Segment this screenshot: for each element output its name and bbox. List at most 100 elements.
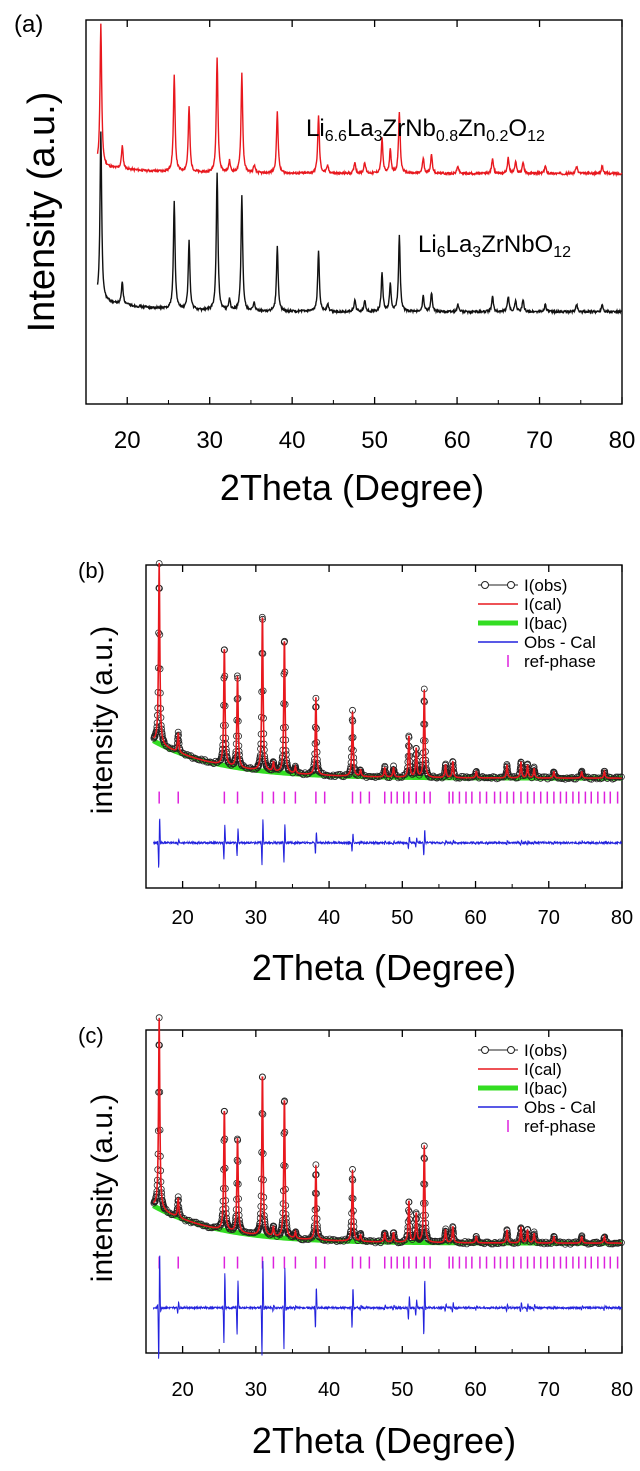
- x-tick-label: 70: [526, 427, 553, 454]
- obs-point: [479, 773, 486, 780]
- obs-point: [612, 773, 620, 781]
- panel-c-plot-area: [150, 1014, 625, 1359]
- difference-line: [152, 1255, 623, 1359]
- panel-a-x-axis-label: 2Theta (Degree): [220, 467, 484, 508]
- panel-b-label: (b): [78, 558, 105, 583]
- panel-a: (a) Li6.6La3ZrNb0.8Zn0.2O12 Li6La3ZrNbO12…: [14, 11, 635, 508]
- obs-point: [299, 1236, 307, 1244]
- x-tick-label: 60: [464, 907, 486, 929]
- legend-label: I(bac): [524, 614, 567, 633]
- x-tick-label: 60: [444, 427, 471, 454]
- obs-point: [326, 1235, 334, 1243]
- panel-a-x-axis: 20 30 40 50 60 70 80: [85, 20, 636, 454]
- legend-label: I(obs): [524, 576, 567, 595]
- legend-marker: [481, 581, 489, 589]
- series-line-0: [96, 23, 623, 178]
- x-tick-label: 70: [538, 907, 560, 929]
- obs-point: [572, 775, 580, 783]
- panel-b-y-axis-label: intensity (a.u.): [86, 626, 119, 814]
- x-tick-label: 40: [318, 907, 340, 929]
- series-label-0: Li6.6La3ZrNb0.8Zn0.2O12: [306, 115, 545, 145]
- obs-point: [377, 1239, 385, 1247]
- x-tick-label: 70: [538, 1379, 560, 1401]
- panel-b-frame: [145, 564, 623, 889]
- obs-point: [438, 1237, 446, 1245]
- legend-label: Obs - Cal: [524, 1098, 596, 1117]
- obs-point: [561, 775, 569, 783]
- x-tick-label: 50: [361, 427, 388, 454]
- obs-point: [561, 1240, 569, 1248]
- panel-c-x-axis-label: 2Theta (Degree): [252, 1420, 516, 1461]
- x-tick-label: 30: [245, 907, 267, 929]
- x-tick-label: 30: [196, 427, 223, 454]
- obs-point: [588, 775, 595, 783]
- panel-b-x-axis-label: 2Theta (Degree): [252, 947, 516, 988]
- obs-point: [542, 773, 550, 781]
- obs-point: [463, 773, 471, 781]
- panel-c-y-axis-label: intensity (a.u.): [86, 1094, 119, 1282]
- obs-point: [371, 1239, 379, 1247]
- x-tick-label: 80: [611, 907, 633, 929]
- legend-label: I(cal): [524, 1060, 562, 1079]
- legend-marker: [481, 1046, 489, 1054]
- obs-point: [572, 1238, 580, 1246]
- legend-label: ref-phase: [524, 652, 596, 671]
- obs-point: [593, 775, 601, 783]
- difference-line: [152, 818, 623, 868]
- panel-a-plot-area: Li6.6La3ZrNb0.8Zn0.2O12 Li6La3ZrNbO12: [96, 23, 623, 316]
- obs-point: [225, 1224, 233, 1232]
- panel-a-label: (a): [14, 11, 43, 38]
- obs-point: [540, 1240, 548, 1248]
- obs-point: [294, 1233, 302, 1241]
- obs-point: [299, 771, 307, 779]
- obs-point: [618, 773, 625, 781]
- obs-point: [544, 1240, 551, 1248]
- x-tick-label: 20: [171, 1379, 193, 1401]
- x-tick-label: 50: [391, 1379, 413, 1401]
- obs-point: [459, 773, 467, 780]
- panel-c-x-axis: 20 30 40 50 60 70 80: [145, 1030, 633, 1401]
- x-tick-label: 40: [318, 1379, 340, 1401]
- obs-point: [510, 1240, 518, 1247]
- legend-label: I(bac): [524, 1079, 567, 1098]
- obs-point: [328, 772, 335, 780]
- calculated-line: [152, 1018, 622, 1244]
- obs-point: [593, 1238, 601, 1246]
- x-tick-label: 50: [391, 907, 413, 929]
- x-tick-label: 30: [245, 1379, 267, 1401]
- panel-c-frame: [145, 1029, 623, 1354]
- obs-point: [363, 774, 370, 781]
- obs-point: [386, 774, 393, 781]
- obs-point: [461, 1238, 469, 1245]
- panel-b-plot-area: [150, 560, 625, 868]
- reference-phase-ticks: [158, 791, 619, 804]
- calculated-line: [153, 562, 622, 779]
- panel-c: (c) 20 30 40 50 60 70 80 I(obs)I(cal)I(bac)Obs…: [78, 1014, 633, 1461]
- legend-marker: [507, 1046, 515, 1054]
- obs-point: [238, 1226, 246, 1234]
- panel-b: (b) 20 30 40 50 60 70 80 I(obs)I(cal)I(bac)Obs…: [78, 558, 633, 988]
- legend-label: ref-phase: [524, 1117, 596, 1136]
- reference-phase-ticks: [158, 1256, 619, 1269]
- panel-c-label: (c): [78, 1023, 104, 1048]
- panel-a-frame: [85, 19, 623, 405]
- x-tick-label: 20: [171, 907, 193, 929]
- legend-label: I(obs): [524, 1041, 567, 1060]
- obs-point: [176, 1211, 184, 1219]
- x-tick-label: 80: [609, 427, 636, 454]
- obs-point: [507, 1238, 515, 1246]
- x-tick-label: 60: [464, 1379, 486, 1401]
- obs-point: [540, 773, 548, 781]
- obs-point: [452, 1238, 460, 1245]
- x-tick-label: 40: [279, 427, 306, 454]
- obs-point: [166, 1209, 174, 1217]
- obs-point: [162, 1205, 170, 1213]
- series-label-1: Li6La3ZrNbO12: [418, 231, 571, 261]
- obs-point: [480, 1240, 488, 1248]
- panel-a-y-axis-label: Intensity (a.u.): [21, 92, 63, 333]
- x-tick-label: 80: [611, 1379, 633, 1401]
- legend-marker: [507, 581, 515, 589]
- legend-label: Obs - Cal: [524, 633, 596, 652]
